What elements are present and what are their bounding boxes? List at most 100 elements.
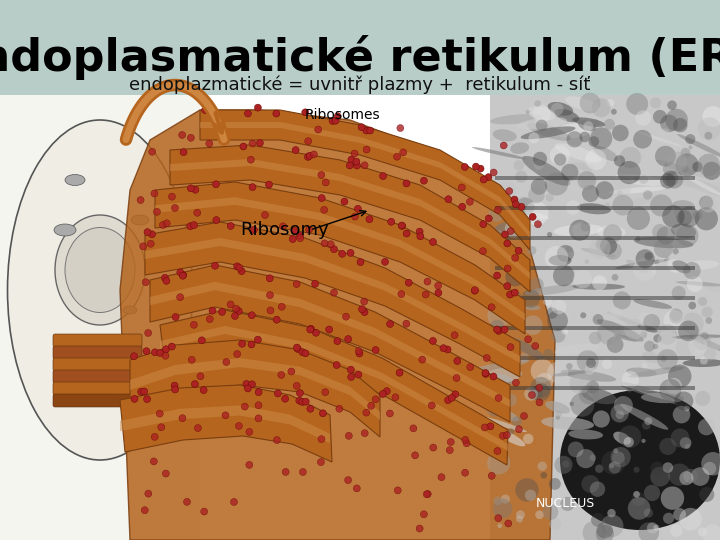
Circle shape: [241, 403, 248, 410]
Circle shape: [145, 490, 152, 497]
Circle shape: [416, 525, 423, 532]
Circle shape: [528, 392, 536, 399]
Circle shape: [412, 452, 418, 459]
Circle shape: [249, 140, 256, 147]
Ellipse shape: [556, 123, 591, 138]
Circle shape: [536, 119, 548, 131]
Circle shape: [513, 379, 519, 386]
Ellipse shape: [636, 132, 682, 146]
Circle shape: [492, 191, 498, 197]
Circle shape: [676, 337, 696, 357]
Circle shape: [703, 161, 720, 180]
Circle shape: [157, 349, 163, 356]
Polygon shape: [120, 110, 555, 540]
Circle shape: [650, 97, 661, 109]
Circle shape: [363, 127, 370, 134]
Circle shape: [642, 421, 651, 430]
Circle shape: [697, 154, 720, 177]
Ellipse shape: [54, 224, 76, 236]
Circle shape: [345, 335, 351, 342]
Circle shape: [595, 525, 614, 540]
Circle shape: [423, 491, 431, 498]
Circle shape: [644, 341, 655, 352]
Circle shape: [657, 325, 678, 345]
Circle shape: [396, 369, 403, 376]
Circle shape: [592, 275, 607, 291]
Ellipse shape: [581, 388, 617, 404]
Circle shape: [244, 385, 251, 392]
Circle shape: [683, 262, 701, 279]
Circle shape: [363, 146, 370, 153]
Circle shape: [580, 132, 590, 143]
Circle shape: [248, 312, 256, 319]
Circle shape: [665, 171, 683, 188]
Circle shape: [624, 319, 645, 340]
Circle shape: [358, 124, 365, 131]
Circle shape: [403, 320, 410, 327]
Circle shape: [664, 310, 685, 331]
Circle shape: [609, 463, 614, 468]
Circle shape: [675, 392, 693, 410]
Circle shape: [445, 195, 452, 202]
Circle shape: [590, 127, 612, 150]
Circle shape: [543, 296, 552, 306]
Circle shape: [333, 362, 340, 368]
Circle shape: [345, 477, 351, 484]
Circle shape: [513, 211, 534, 232]
Circle shape: [665, 256, 670, 260]
Circle shape: [541, 472, 547, 478]
Circle shape: [351, 213, 359, 220]
Circle shape: [568, 442, 584, 457]
Circle shape: [256, 139, 264, 146]
Bar: [495, 296, 695, 300]
Circle shape: [547, 232, 552, 237]
Circle shape: [561, 164, 578, 181]
Circle shape: [660, 355, 667, 362]
Circle shape: [572, 222, 588, 238]
Circle shape: [657, 349, 678, 370]
Circle shape: [444, 397, 451, 404]
Circle shape: [159, 221, 166, 228]
Circle shape: [361, 430, 368, 437]
Circle shape: [504, 265, 511, 272]
Ellipse shape: [477, 373, 513, 387]
Circle shape: [682, 313, 703, 334]
Circle shape: [516, 171, 527, 183]
Circle shape: [571, 314, 577, 320]
Circle shape: [607, 509, 616, 517]
Circle shape: [363, 409, 370, 416]
Circle shape: [605, 202, 610, 207]
Circle shape: [657, 226, 675, 245]
Circle shape: [495, 327, 503, 334]
Circle shape: [595, 464, 603, 473]
Circle shape: [655, 146, 676, 167]
Circle shape: [580, 222, 590, 232]
Circle shape: [288, 368, 295, 375]
Circle shape: [533, 152, 547, 166]
Ellipse shape: [631, 198, 651, 207]
Circle shape: [302, 398, 309, 405]
Circle shape: [528, 386, 543, 400]
Circle shape: [400, 149, 407, 156]
Circle shape: [535, 510, 544, 519]
Circle shape: [633, 130, 652, 148]
Circle shape: [582, 185, 599, 202]
Polygon shape: [170, 159, 530, 279]
Polygon shape: [130, 358, 380, 420]
Circle shape: [653, 525, 660, 531]
Ellipse shape: [685, 176, 720, 196]
Circle shape: [701, 307, 713, 318]
Ellipse shape: [527, 123, 571, 141]
Circle shape: [684, 406, 690, 411]
Circle shape: [504, 394, 517, 406]
Circle shape: [556, 415, 560, 420]
Circle shape: [610, 176, 631, 197]
Circle shape: [206, 140, 213, 147]
Circle shape: [627, 207, 650, 230]
Circle shape: [488, 472, 495, 480]
Circle shape: [234, 263, 240, 270]
Circle shape: [462, 436, 469, 443]
Circle shape: [140, 388, 148, 395]
Ellipse shape: [509, 338, 544, 359]
Circle shape: [366, 215, 373, 222]
